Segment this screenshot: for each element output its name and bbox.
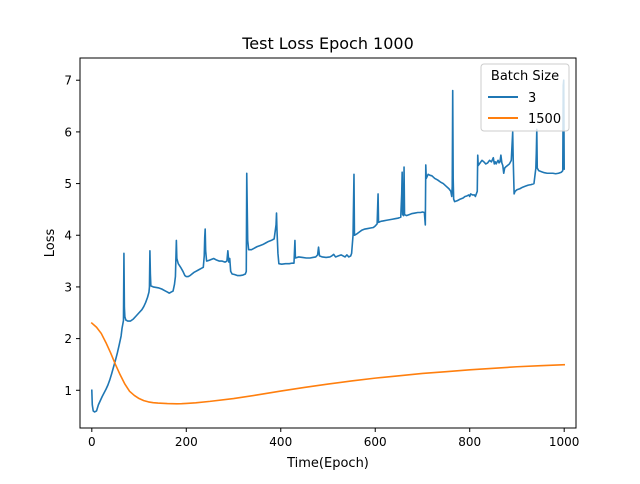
y-tick-label: 4	[64, 229, 72, 243]
y-tick-label: 5	[64, 177, 72, 191]
series-line-2	[90, 321, 566, 405]
series-line-1	[90, 79, 565, 413]
plot-frame	[79, 57, 577, 429]
x-tick-label: 1000	[549, 435, 580, 449]
y-tick-label: 6	[64, 125, 72, 139]
y-axis-label: Loss	[43, 229, 58, 258]
legend-label-series-2: 1500	[528, 112, 561, 127]
y-axis: 1 2 3 4 5 6 7	[64, 74, 80, 398]
legend-label-series-1: 3	[528, 91, 536, 106]
y-tick-label: 2	[64, 332, 72, 346]
y-tick-label: 7	[64, 74, 72, 88]
legend-box	[480, 63, 570, 132]
x-axis: 0 200 400 600 800 1000	[88, 428, 579, 449]
x-tick-label: 800	[458, 435, 481, 449]
chart-title: Test Loss Epoch 1000	[241, 34, 414, 53]
x-tick-label: 400	[269, 435, 292, 449]
y-tick-label: 3	[64, 280, 72, 294]
x-tick-label: 200	[175, 435, 198, 449]
legend-title: Batch Size	[491, 69, 559, 84]
x-tick-label: 600	[364, 435, 387, 449]
legend: Batch Size 3 1500	[480, 63, 570, 132]
x-axis-label: Time(Epoch)	[286, 456, 369, 471]
x-tick-label: 0	[88, 435, 96, 449]
series-layer	[90, 79, 566, 413]
y-tick-label: 1	[64, 384, 72, 398]
